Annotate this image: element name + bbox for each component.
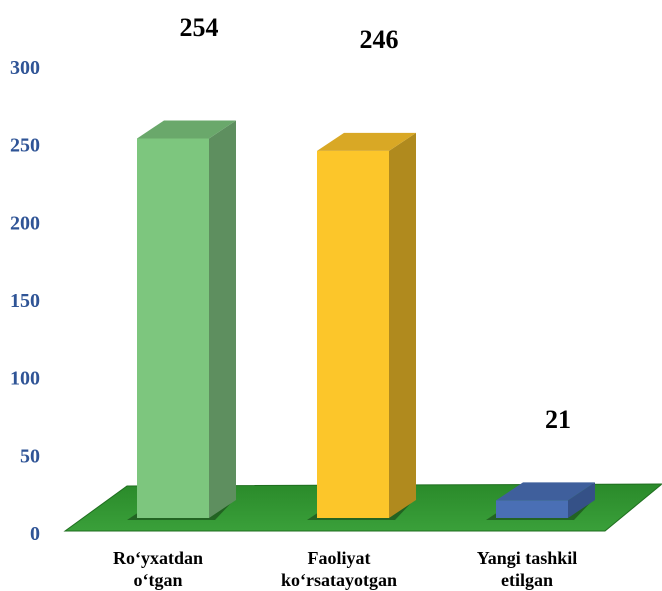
bar-top xyxy=(317,132,416,151)
category-label: Ro‘yxatdan o‘tgan xyxy=(113,548,203,590)
y-tick-label: 200 xyxy=(10,212,40,234)
bar xyxy=(307,132,416,520)
category-label: Faoliyat ko‘rsatayotgan xyxy=(281,548,397,590)
y-tick-label: 250 xyxy=(10,135,40,157)
y-tick-label: 50 xyxy=(20,445,40,467)
bar-front xyxy=(496,500,568,518)
y-tick-label: 100 xyxy=(10,368,40,390)
bar-front xyxy=(137,138,209,518)
bar-side xyxy=(568,482,595,518)
bar xyxy=(486,482,595,520)
bar-side xyxy=(209,120,236,518)
data-label: 254 xyxy=(180,13,219,42)
bars xyxy=(127,120,595,520)
y-tick-label: 0 xyxy=(30,523,40,545)
y-tick-label: 150 xyxy=(10,290,40,312)
bar-side xyxy=(389,132,416,518)
category-label: Yangi tashkil etilgan xyxy=(477,548,578,590)
bar-top xyxy=(496,482,595,501)
data-label: 21 xyxy=(545,405,571,434)
bar-top xyxy=(137,120,236,139)
y-tick-label: 300 xyxy=(10,57,40,79)
data-labels: 254 246 21 xyxy=(180,13,572,434)
data-label: 246 xyxy=(360,25,399,54)
y-axis: 0 50 100 150 200 250 300 xyxy=(10,57,40,545)
bar xyxy=(127,120,236,520)
bar-front xyxy=(317,150,389,518)
x-axis-categories: Ro‘yxatdan o‘tgan Faoliyat ko‘rsatayotgan Ya… xyxy=(113,548,577,590)
